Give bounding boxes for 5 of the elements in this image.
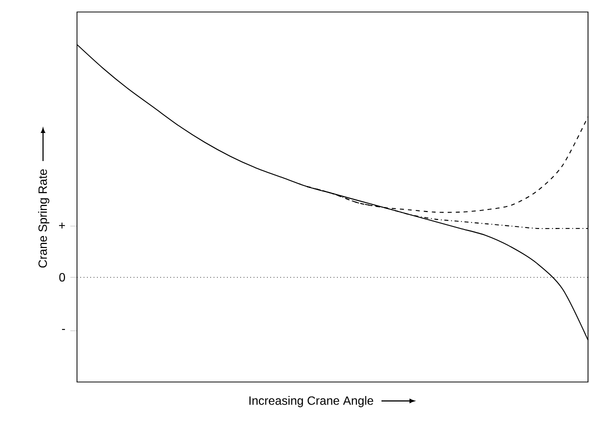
text: - xyxy=(62,328,65,330)
y-axis-title: Crane Spring Rate xyxy=(38,169,50,268)
text: + xyxy=(59,222,65,229)
ref-line-label: 0 xyxy=(59,273,66,282)
x-axis-title: Increasing Crane Angle xyxy=(249,396,374,408)
